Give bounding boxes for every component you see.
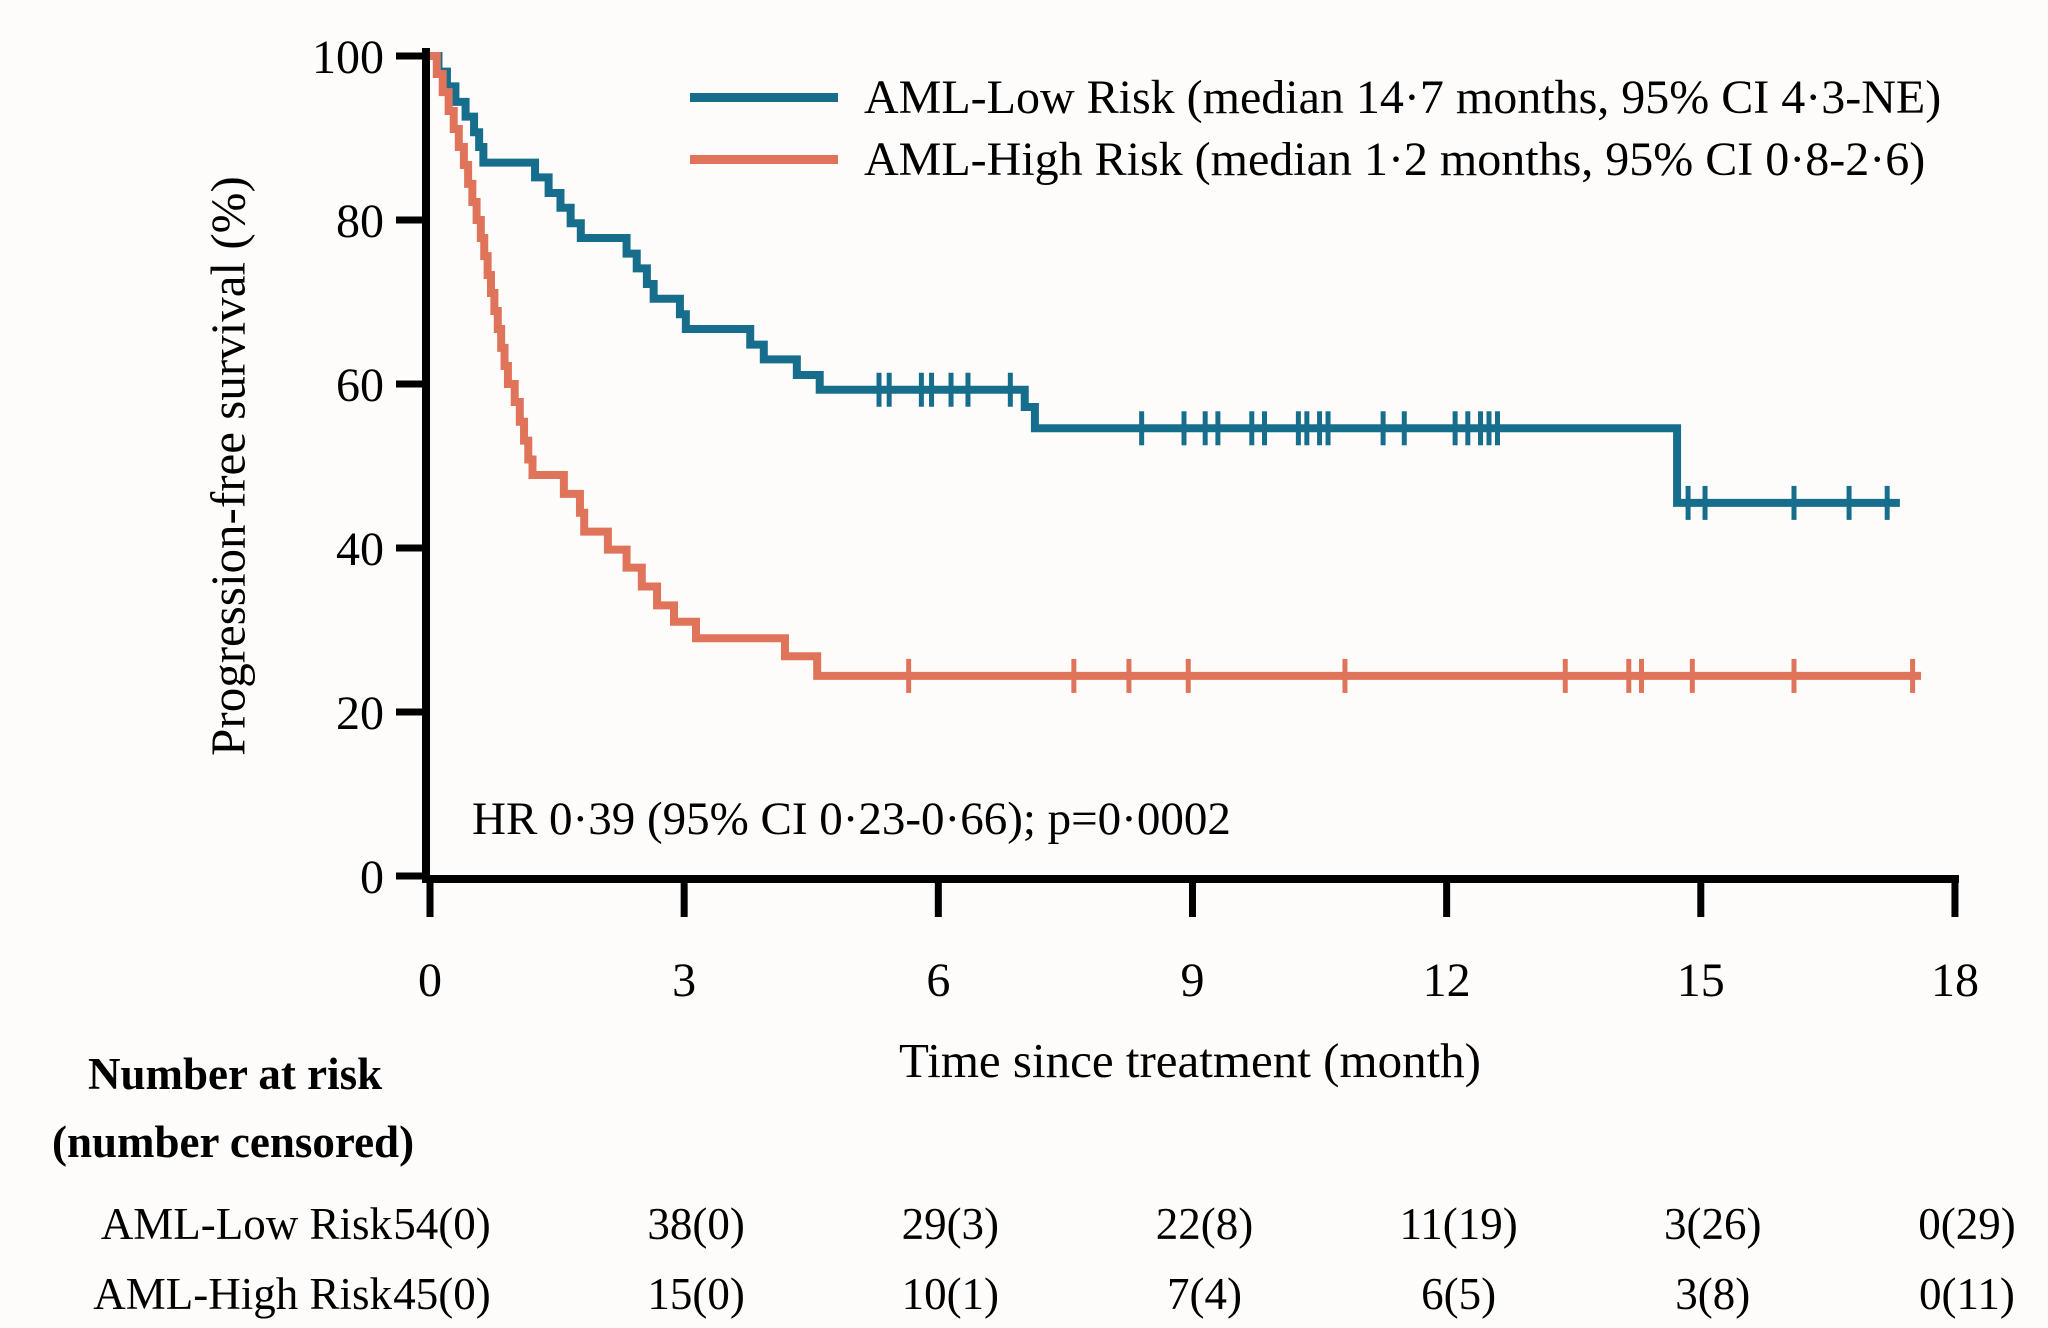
- risk-count-cell: 3(8): [1675, 1269, 1751, 1319]
- legend-swatch-high-risk-line: [690, 154, 838, 164]
- y-axis-title: Progression-free survival (%): [200, 176, 256, 756]
- risk-table-header-line2: (number censored): [52, 1117, 415, 1167]
- legend-item-high-risk: AML-High Risk (median 1·2 months, 95% CI…: [690, 128, 1941, 190]
- y-tick-label: 0: [360, 851, 384, 904]
- risk-row-label-low-risk: AML-Low Risk: [100, 1199, 392, 1249]
- y-tick-label: 100: [312, 31, 384, 84]
- risk-count-cell: 11(19): [1399, 1199, 1518, 1249]
- km-curve-aml-high-risk: [430, 52, 1922, 680]
- x-axis-title: Time since treatment (month): [899, 1033, 1481, 1088]
- risk-count-cell: 45(0): [393, 1269, 491, 1319]
- risk-count-cell: 7(4): [1166, 1269, 1242, 1319]
- legend-item-low-risk: AML-Low Risk (median 14·7 months, 95% CI…: [690, 66, 1941, 128]
- risk-count-cell: 22(8): [1155, 1199, 1254, 1249]
- y-tick-label: 60: [336, 359, 384, 412]
- legend: AML-Low Risk (median 14·7 months, 95% CI…: [690, 66, 1941, 190]
- risk-count-cell: 6(5): [1421, 1269, 1497, 1319]
- risk-row-label-high-risk: AML-High Risk: [93, 1269, 392, 1319]
- y-tick-label: 40: [336, 523, 384, 576]
- km-curve-aml-low-risk: [430, 52, 1900, 507]
- risk-count-cell: 29(3): [901, 1199, 1000, 1249]
- x-tick-label: 3: [672, 954, 696, 1007]
- x-tick-label: 12: [1423, 954, 1471, 1007]
- y-tick-label: 80: [336, 195, 384, 248]
- legend-label-high-risk: AML-High Risk (median 1·2 months, 95% CI…: [864, 132, 1926, 186]
- hazard-ratio-annotation: HR 0·39 (95% CI 0·23-0·66); p=0·0002: [472, 793, 1231, 845]
- risk-table-header-line1: Number at risk: [88, 1049, 383, 1099]
- risk-count-cell: 0(11): [1919, 1269, 2015, 1319]
- risk-count-cell: 0(29): [1918, 1199, 2016, 1249]
- risk-count-cell: 10(1): [901, 1269, 1000, 1319]
- risk-count-cell: 38(0): [647, 1199, 745, 1249]
- x-tick-label: 9: [1180, 954, 1204, 1007]
- risk-count-cell: 3(26): [1664, 1199, 1762, 1249]
- legend-label-low-risk: AML-Low Risk (median 14·7 months, 95% CI…: [864, 70, 1942, 124]
- x-tick-label: 18: [1931, 954, 1979, 1007]
- x-tick-label: 15: [1677, 954, 1725, 1007]
- risk-count-cell: 54(0): [393, 1199, 491, 1249]
- y-tick-label: 20: [336, 687, 384, 740]
- risk-count-cell: 15(0): [647, 1269, 745, 1319]
- x-tick-label: 6: [926, 954, 950, 1007]
- x-tick-label: 0: [418, 954, 442, 1007]
- legend-swatch-low-risk-line: [690, 92, 838, 102]
